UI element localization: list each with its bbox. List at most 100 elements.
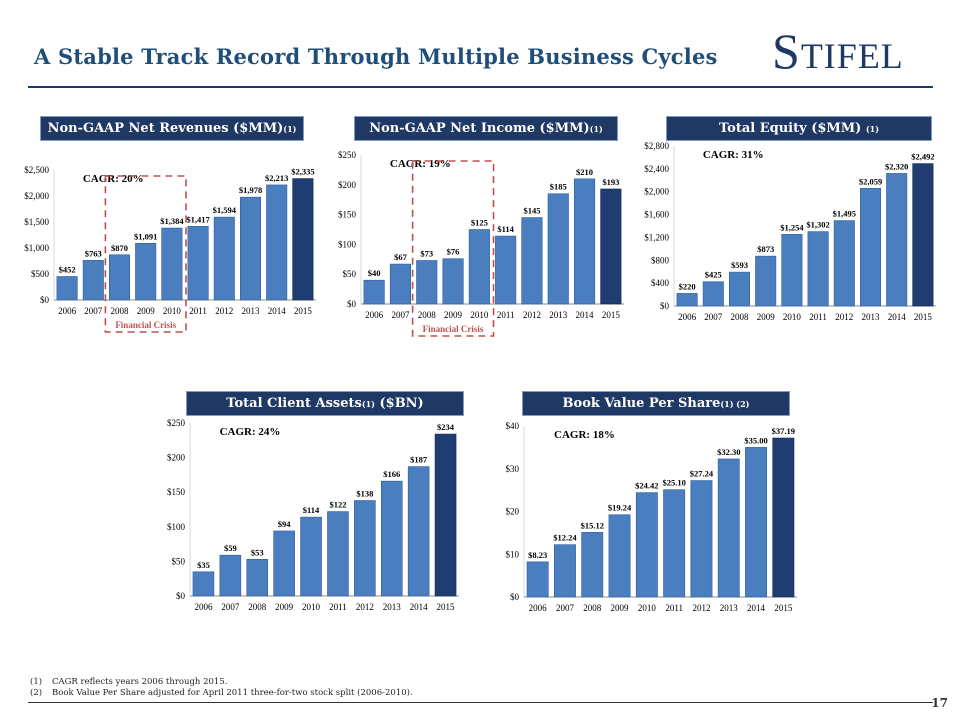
client-assets-data-label: $234: [437, 422, 455, 432]
equity-x-tick-label: 2015: [914, 312, 933, 322]
revenues-x-tick-label: 2011: [189, 306, 207, 316]
footnote-1-number: (1): [30, 677, 43, 687]
client-assets-chart-header: Total Client Assets (1) ($BN): [186, 391, 464, 416]
net-income-bar: [442, 258, 464, 305]
net-income-data-label: $73: [420, 248, 433, 258]
net-income-crisis-box: [411, 160, 495, 337]
revenues-data-label: $452: [59, 264, 76, 274]
client-assets-x-tick-label: 2009: [275, 602, 294, 612]
revenues-chart-header: Non-GAAP Net Revenues ($MM) (1): [40, 116, 304, 141]
client-assets-x-tick-label: 2014: [410, 602, 429, 612]
equity-x-tick-label: 2011: [809, 312, 827, 322]
net-income-x-tick-label: 2006: [365, 310, 384, 320]
equity-y-tick-label: $1,200: [644, 232, 669, 242]
bvps-chart-header: Book Value Per Share (1) (2): [522, 391, 790, 416]
net-income-x-tick-label: 2015: [602, 310, 621, 320]
equity-data-label: $2,492: [911, 152, 934, 162]
equity-chart-title-sup: (1): [865, 123, 880, 134]
net-income-data-label: $125: [471, 218, 488, 228]
revenues-x-tick-label: 2007: [84, 306, 103, 316]
revenues-bar: [239, 196, 262, 301]
client-assets-x-tick-label: 2012: [356, 602, 374, 612]
bvps-data-label: $8.23: [528, 550, 547, 560]
revenues-bar: [187, 226, 209, 301]
client-assets-y-tick-label: $250: [167, 418, 186, 428]
net-income-x-tick-label: 2009: [444, 310, 463, 320]
stifel-logo: STIFEL: [772, 22, 904, 80]
page-title: A Stable Track Record Through Multiple B…: [34, 44, 718, 69]
equity-x-tick-label: 2007: [704, 312, 723, 322]
revenues-x-tick-label: 2014: [268, 306, 287, 316]
net-income-x-tick-label: 2007: [391, 310, 410, 320]
client-assets-x-tick-label: 2010: [302, 602, 321, 612]
client-assets-data-label: $166: [383, 469, 400, 479]
client-assets-y-tick-label: $0: [176, 591, 186, 601]
revenues-bar: [108, 254, 131, 301]
bvps-x-tick-label: 2006: [529, 603, 548, 613]
net-income-bar: [547, 193, 569, 305]
client-assets-x-tick-label: 2015: [437, 602, 456, 612]
revenues-chart-title-sup: (1): [283, 123, 297, 134]
net-income-x-tick-label: 2012: [523, 310, 541, 320]
bvps-bar: [554, 544, 576, 598]
client-assets-data-label: $187: [410, 455, 428, 465]
equity-y-tick-label: $2,400: [644, 164, 669, 174]
client-assets-cagr-label: CAGR: 24%: [220, 426, 281, 438]
net-income-cagr-label: CAGR: 19%: [390, 158, 451, 170]
net-income-x-tick-label: 2008: [418, 310, 437, 320]
revenues-data-label: $870: [111, 243, 128, 253]
bvps-y-tick-label: $0: [510, 592, 520, 602]
net-income-bar: [573, 178, 596, 305]
equity-chart-header: Total Equity ($MM) (1): [666, 116, 932, 141]
bvps-data-label: $32.30: [717, 447, 740, 457]
bvps-bar: [608, 514, 631, 598]
revenues-y-tick-label: $1,000: [24, 243, 49, 253]
client-assets-bar: [273, 530, 295, 597]
client-assets-bar: [434, 433, 457, 597]
client-assets-data-label: $35: [197, 560, 210, 570]
revenues-bar: [266, 184, 288, 301]
net-income-data-label: $114: [497, 224, 514, 234]
net-income-bar: [600, 188, 622, 305]
net-income-y-tick-label: $200: [338, 180, 357, 190]
net-income-data-label: $193: [602, 177, 619, 187]
equity-y-tick-label: $2,800: [644, 141, 669, 151]
client-assets-y-tick-label: $100: [167, 522, 186, 532]
client-assets-chart-title-sup: (1): [361, 398, 375, 409]
equity-bar: [702, 281, 724, 307]
revenues-data-label: $1,091: [134, 231, 157, 241]
net-income-bar: [468, 229, 490, 305]
revenues-x-tick-label: 2010: [163, 306, 182, 316]
revenues-bar: [135, 242, 157, 301]
net-income-bar: [521, 217, 543, 305]
client-assets-x-tick-label: 2011: [329, 602, 347, 612]
revenues-data-label: $1,384: [160, 216, 184, 226]
bvps-x-tick-label: 2010: [638, 603, 657, 613]
net-income-data-label: $185: [550, 182, 567, 192]
footnote-1: (1) CAGR reflects years 2006 through 2015…: [30, 677, 227, 687]
equity-x-tick-label: 2010: [783, 312, 802, 322]
revenues-x-tick-label: 2006: [58, 306, 77, 316]
revenues-y-tick-label: $2,000: [24, 191, 49, 201]
page-number: 17: [931, 696, 948, 710]
bvps-bar: [772, 437, 795, 598]
net-income-bar: [416, 260, 438, 305]
client-assets-y-tick-label: $50: [172, 556, 186, 566]
net-income-y-tick-label: $250: [338, 150, 357, 160]
bvps-x-tick-label: 2009: [611, 603, 630, 613]
revenues-bar: [82, 260, 104, 301]
client-assets-data-label: $53: [251, 547, 264, 557]
equity-y-tick-label: $0: [660, 301, 670, 311]
bvps-y-tick-label: $30: [506, 464, 520, 474]
equity-data-label: $873: [757, 244, 774, 254]
net-income-bar: [389, 263, 412, 305]
header-rule: [28, 86, 933, 88]
revenues-data-label: $1,978: [239, 185, 262, 195]
bvps-y-tick-label: $20: [506, 507, 520, 517]
bvps-bar: [690, 480, 713, 598]
equity-x-tick-label: 2009: [757, 312, 776, 322]
equity-data-label: $2,059: [859, 176, 882, 186]
net-income-y-tick-label: $150: [338, 210, 357, 220]
revenues-bar: [56, 276, 78, 301]
